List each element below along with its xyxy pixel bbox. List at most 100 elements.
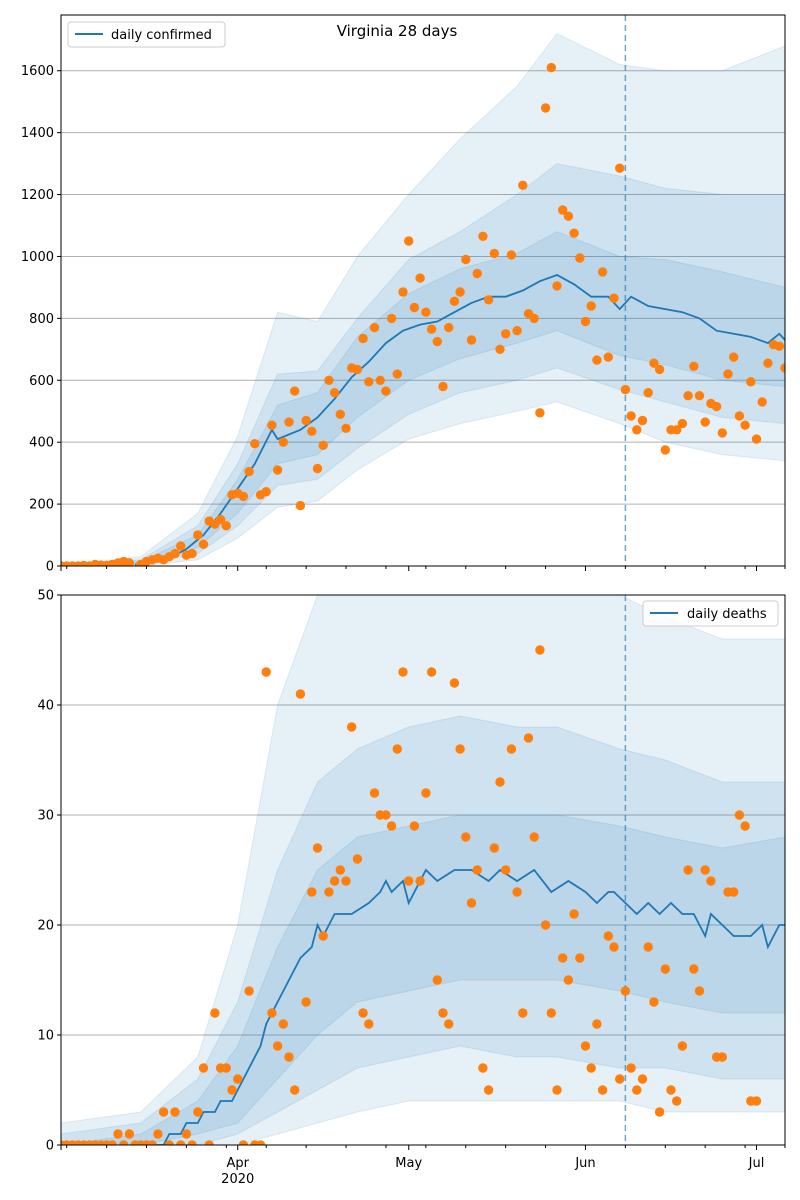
deaths-data-point — [193, 1107, 203, 1117]
confirmed-data-point — [757, 397, 767, 407]
deaths-data-point — [164, 1140, 174, 1145]
deaths-data-point — [563, 975, 574, 985]
confirmed-y-tick-label: 200 — [29, 498, 54, 513]
deaths-y-tick-label: 40 — [37, 699, 54, 714]
deaths-data-point — [706, 876, 716, 886]
deaths-data-point — [529, 832, 539, 842]
confirmed-data-point — [717, 428, 727, 438]
deaths-data-point — [147, 1140, 157, 1145]
confirmed-y-tick-label: 400 — [29, 436, 54, 451]
deaths-axes-frame — [60, 594, 786, 1146]
deaths-data-point — [449, 678, 460, 688]
confirmed-data-point — [626, 411, 636, 421]
confirmed-data-point — [774, 341, 784, 351]
deaths-data-point — [518, 1008, 528, 1018]
deaths-data-point — [261, 667, 271, 677]
confirmed-data-point — [198, 539, 209, 549]
confirmed-data-point — [501, 329, 511, 339]
deaths-data-point — [318, 931, 328, 941]
confirmed-data-point — [290, 386, 300, 396]
confirmed-data-point — [472, 268, 482, 279]
confirmed-data-point — [221, 521, 231, 531]
confirmed-data-point — [278, 437, 288, 447]
confirmed-y-tick-label: 800 — [29, 312, 54, 327]
deaths-data-point — [381, 810, 391, 820]
confirmed-data-point — [386, 313, 397, 324]
confirmed-data-point — [404, 236, 414, 246]
deaths-data-point — [694, 986, 705, 996]
deaths-data-point — [364, 1019, 374, 1029]
deaths-data-point — [386, 821, 397, 831]
confirmed-uncertainty-band — [61, 163, 785, 566]
confirmed-uncertainty-band — [61, 32, 785, 566]
confirmed-data-point — [375, 375, 385, 385]
confirmed-axes-frame — [60, 14, 786, 567]
deaths-data-point — [198, 1063, 209, 1073]
deaths-data-point — [592, 1019, 602, 1029]
confirmed-data-point — [672, 425, 682, 435]
deaths-data-point — [597, 1085, 608, 1095]
deaths-data-point — [552, 1085, 562, 1095]
deaths-data-point — [210, 1008, 220, 1018]
confirmed-data-point — [723, 369, 733, 379]
deaths-data-point — [495, 777, 505, 787]
confirmed-legend: daily confirmed — [67, 21, 226, 48]
confirmed-data-point — [746, 377, 756, 387]
deaths-data-point — [272, 1041, 283, 1051]
confirmed-data-point — [193, 530, 203, 540]
confirmed-data-point — [575, 253, 585, 263]
confirmed-legend-box — [67, 21, 226, 48]
confirmed-data-point — [318, 440, 328, 450]
deaths-data-point — [352, 854, 363, 864]
confirmed-data-point — [170, 548, 180, 559]
deaths-data-point — [472, 865, 482, 875]
confirmed-data-point — [677, 418, 688, 429]
confirmed-data-point — [700, 417, 710, 427]
confirmed-data-point — [461, 254, 471, 265]
deaths-data-point — [677, 1041, 688, 1051]
confirmed-data-point — [734, 411, 745, 421]
deaths-plot-area — [61, 595, 785, 1145]
deaths-data-point — [369, 788, 380, 798]
deaths-data-point — [113, 1129, 123, 1139]
deaths-data-point — [535, 645, 545, 655]
confirmed-data-point — [512, 326, 522, 336]
confirmed-data-point — [312, 463, 323, 474]
confirmed-data-point — [324, 375, 334, 385]
deaths-data-point — [483, 1085, 494, 1095]
confirmed-data-point — [415, 273, 425, 283]
confirmed-data-point — [244, 466, 254, 477]
confirmed-data-point — [592, 355, 602, 365]
confirmed-data-point — [729, 352, 739, 362]
deaths-data-point — [632, 1085, 642, 1095]
confirmed-data-point — [307, 426, 317, 436]
deaths-data-point — [238, 1140, 249, 1145]
deaths-data-point — [409, 821, 420, 831]
deaths-data-point — [181, 1129, 192, 1139]
deaths-data-point — [426, 667, 437, 677]
deaths-data-point — [558, 953, 568, 963]
confirmed-data-point — [535, 408, 545, 418]
deaths-legend-box — [642, 600, 779, 627]
confirmed-data-point — [689, 361, 699, 371]
confirmed-data-point — [632, 425, 642, 435]
deaths-data-point — [478, 1063, 488, 1073]
confirmed-data-point — [295, 500, 306, 511]
confirmed-data-point — [637, 415, 648, 426]
deaths-data-point — [158, 1107, 169, 1117]
confirmed-data-point — [615, 163, 625, 173]
deaths-data-point — [672, 1096, 682, 1106]
confirmed-data-point — [352, 364, 363, 375]
deaths-data-point — [312, 843, 323, 853]
deaths-data-point — [580, 1041, 591, 1051]
deaths-data-point — [489, 843, 499, 853]
deaths-legend: daily deaths — [642, 600, 779, 627]
deaths-data-point — [620, 986, 631, 996]
deaths-data-point — [683, 865, 693, 875]
deaths-data-point — [626, 1063, 636, 1073]
confirmed-data-point — [124, 558, 135, 566]
deaths-data-point — [124, 1129, 135, 1139]
deaths-data-point — [569, 909, 579, 919]
confirmed-data-point — [364, 377, 374, 387]
confirmed-data-point — [381, 386, 391, 396]
